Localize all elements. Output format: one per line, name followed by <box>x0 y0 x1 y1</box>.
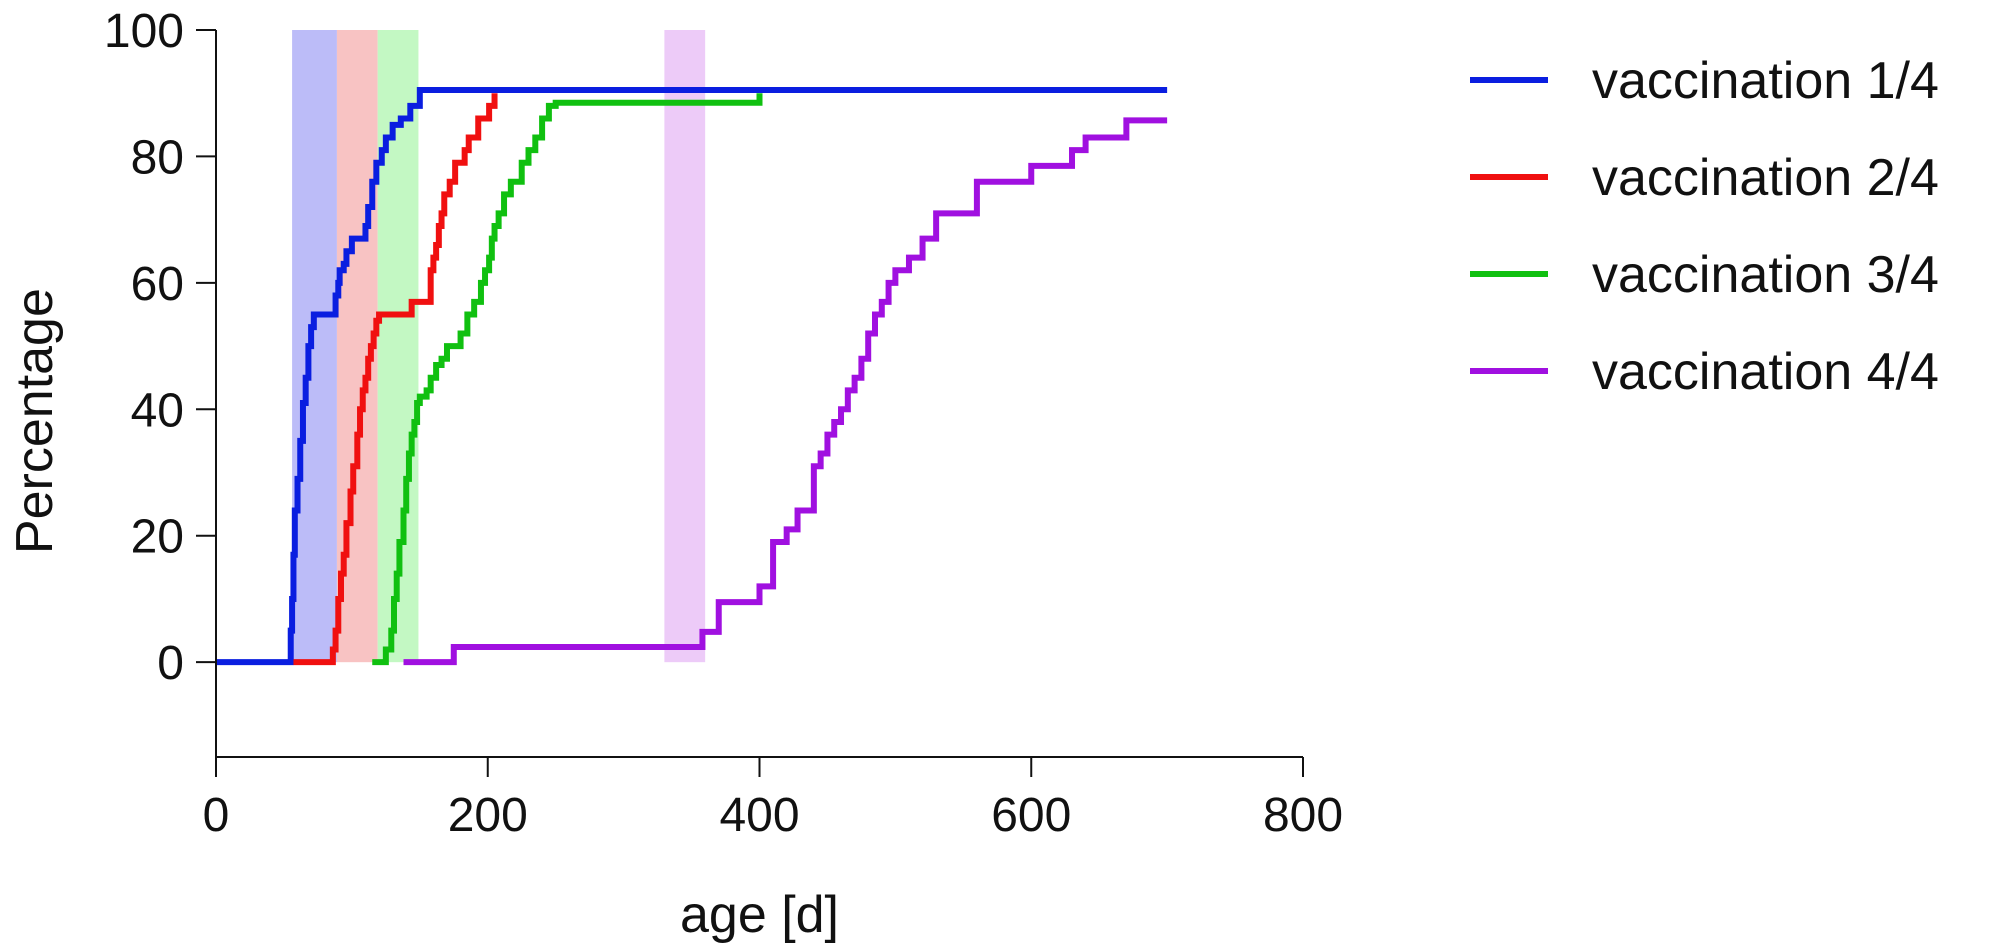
x-axis-title: age [d] <box>680 886 839 944</box>
y-tick-label-40: 40 <box>131 384 184 437</box>
x-tick-label-600: 600 <box>991 789 1071 842</box>
series-line-2 <box>293 93 498 666</box>
y-tick-label-60: 60 <box>131 258 184 311</box>
x-tick-label-200: 200 <box>448 789 528 842</box>
legend: vaccination 1/4 vaccination 2/4 vaccinatio… <box>1470 52 1939 401</box>
series-line-1 <box>216 87 1168 666</box>
shaded-band-1 <box>292 30 337 663</box>
y-tick-label-80: 80 <box>131 131 184 184</box>
legend-label-4: vaccination 4/4 <box>1592 343 1939 401</box>
x-tick-label-400: 400 <box>719 789 799 842</box>
shaded-band-4 <box>664 30 706 663</box>
y-tick-label-20: 20 <box>131 511 184 564</box>
series-line-4 <box>403 117 1168 666</box>
y-tick-label-0: 0 <box>157 637 184 690</box>
series-line-3 <box>372 93 763 666</box>
x-tick-label-800: 800 <box>1263 789 1343 842</box>
legend-label-3: vaccination 3/4 <box>1592 246 1939 304</box>
y-axis-title: Percentage <box>6 288 64 554</box>
axes: 0 20 40 60 80 100 0 200 400 600 800 <box>104 5 1343 842</box>
series-lines <box>216 87 1168 666</box>
legend-label-2: vaccination 2/4 <box>1592 149 1939 207</box>
y-tick-label-100: 100 <box>104 5 184 58</box>
legend-label-1: vaccination 1/4 <box>1592 52 1939 110</box>
vaccination-window-bands <box>292 30 706 663</box>
x-tick-label-0: 0 <box>203 789 230 842</box>
